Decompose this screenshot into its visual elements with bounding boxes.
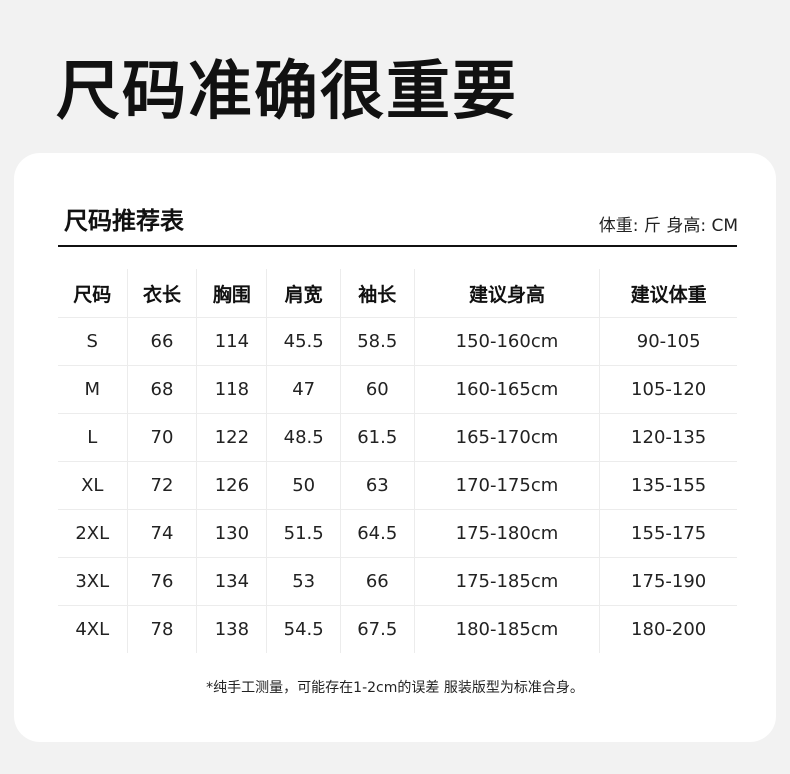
table-cell: 2XL xyxy=(58,509,128,558)
table-cell: 76 xyxy=(126,557,197,606)
table-row: 4XL 78 138 54.5 67.5 180-185cm 180-200 xyxy=(58,605,737,653)
column-header: 袖长 xyxy=(339,269,415,318)
table-cell: 134 xyxy=(196,557,267,606)
table-cell: 54.5 xyxy=(266,605,341,653)
table-row: S 66 114 45.5 58.5 150-160cm 90-105 xyxy=(58,317,737,366)
table-cell: 135-155 xyxy=(599,461,737,510)
table-cell: 170-175cm xyxy=(413,461,600,510)
column-header: 胸围 xyxy=(196,269,267,318)
table-cell: 45.5 xyxy=(266,317,341,366)
table-cell: 175-180cm xyxy=(413,509,600,558)
column-header: 建议身高 xyxy=(413,269,600,318)
table-cell: 175-190 xyxy=(599,557,737,606)
table-cell: 180-185cm xyxy=(413,605,600,653)
table-cell: 51.5 xyxy=(266,509,341,558)
table-cell: S xyxy=(58,317,128,366)
table-cell: 72 xyxy=(126,461,197,510)
table-cell: 150-160cm xyxy=(413,317,600,366)
table-cell: 66 xyxy=(126,317,197,366)
column-header: 衣长 xyxy=(126,269,197,318)
table-header-row: 尺码 衣长 胸围 肩宽 袖长 建议身高 建议体重 xyxy=(58,269,737,318)
table-cell: XL xyxy=(58,461,128,510)
table-cell: 61.5 xyxy=(339,413,415,462)
table-cell: 118 xyxy=(196,365,267,414)
column-header: 建议体重 xyxy=(599,269,737,318)
table-cell: 165-170cm xyxy=(413,413,600,462)
table-cell: 66 xyxy=(339,557,415,606)
table-cell: 130 xyxy=(196,509,267,558)
table-row: M 68 118 47 60 160-165cm 105-120 xyxy=(58,365,737,414)
table-cell: 63 xyxy=(339,461,415,510)
units-label: 体重: 斤 身高: CM xyxy=(598,216,738,236)
table-cell: 68 xyxy=(126,365,197,414)
table-cell: 74 xyxy=(126,509,197,558)
table-cell: 180-200 xyxy=(599,605,737,653)
column-header: 尺码 xyxy=(58,269,128,318)
table-cell: 67.5 xyxy=(339,605,415,653)
table-cell: 70 xyxy=(126,413,197,462)
table-cell: 48.5 xyxy=(266,413,341,462)
column-header: 肩宽 xyxy=(266,269,341,318)
table-cell: 120-135 xyxy=(599,413,737,462)
size-table: 尺码 衣长 胸围 肩宽 袖长 建议身高 建议体重 S 66 114 45.5 58.5 150-160… xyxy=(58,269,737,653)
table-cell: 90-105 xyxy=(599,317,737,366)
table-cell: 138 xyxy=(196,605,267,653)
table-cell: 126 xyxy=(196,461,267,510)
table-cell: 47 xyxy=(266,365,341,414)
chart-subtitle: 尺码推荐表 xyxy=(64,207,184,235)
table-row: 2XL 74 130 51.5 64.5 175-180cm 155-175 xyxy=(58,509,737,558)
measurement-note: *纯手工测量，可能存在1-2cm的误差 服装版型为标准合身。 xyxy=(206,680,584,696)
table-row: L 70 122 48.5 61.5 165-170cm 120-135 xyxy=(58,413,737,462)
table-cell: L xyxy=(58,413,128,462)
divider xyxy=(58,245,737,247)
table-cell: 3XL xyxy=(58,557,128,606)
table-cell: M xyxy=(58,365,128,414)
table-row: 3XL 76 134 53 66 175-185cm 175-190 xyxy=(58,557,737,606)
table-cell: 50 xyxy=(266,461,341,510)
table-cell: 122 xyxy=(196,413,267,462)
table-cell: 60 xyxy=(339,365,415,414)
table-cell: 64.5 xyxy=(339,509,415,558)
table-cell: 160-165cm xyxy=(413,365,600,414)
table-cell: 114 xyxy=(196,317,267,366)
table-cell: 53 xyxy=(266,557,341,606)
table-cell: 78 xyxy=(126,605,197,653)
table-cell: 155-175 xyxy=(599,509,737,558)
table-cell: 175-185cm xyxy=(413,557,600,606)
table-cell: 58.5 xyxy=(339,317,415,366)
page-title: 尺码准确很重要 xyxy=(56,55,518,129)
table-cell: 105-120 xyxy=(599,365,737,414)
table-cell: 4XL xyxy=(75,619,110,640)
table-row: XL 72 126 50 63 170-175cm 135-155 xyxy=(58,461,737,510)
